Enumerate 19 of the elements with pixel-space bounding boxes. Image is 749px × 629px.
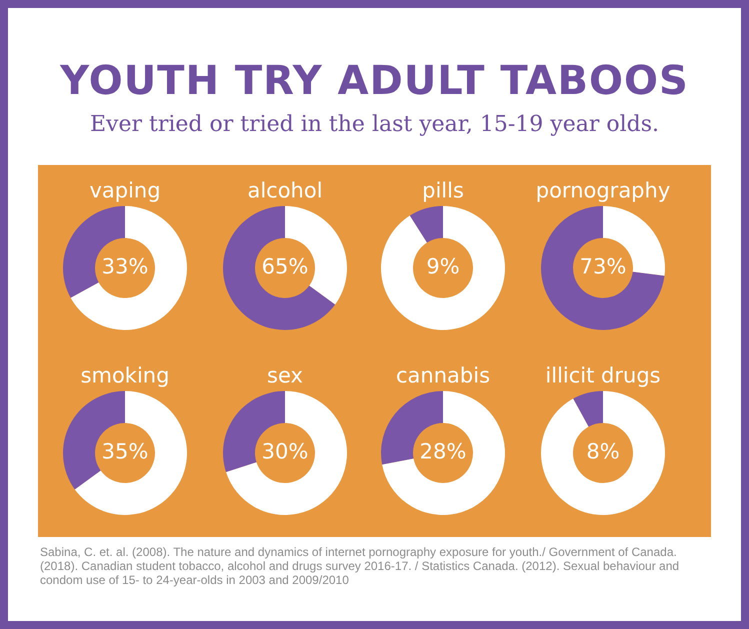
text: 9%: [426, 254, 460, 278]
text: YOUTH TRY ADULT TABOOS: [59, 58, 690, 104]
text: Ever tried or tried in the last year, 15-19 year olds.: [88, 112, 660, 137]
chart-title: vaping: [89, 178, 161, 202]
text: 33%: [102, 254, 148, 278]
chart-title: illicit drugs: [545, 364, 661, 388]
text: 30%: [262, 440, 308, 464]
chart-title: pills: [422, 178, 464, 202]
text: 35%: [102, 440, 148, 464]
text: 65%: [262, 254, 308, 278]
text: 8%: [586, 440, 620, 464]
chart-title: sex: [267, 364, 303, 388]
text: 73%: [580, 254, 626, 278]
chart-title: alcohol: [247, 178, 323, 202]
chart-title: smoking: [80, 364, 170, 388]
text: Sabina, C. et. al. (2008). The nature and dynamics of internet pornography exposure for youth./ Government of Canada. (2018). Canadian student tobacco, alcohol and drugs survey 2016-17. / Statistics Canada. (2012). Sexual behaviour and condom use of 15- to 24-year-olds in 2003 and 2009/2010: [40, 545, 680, 587]
chart-title: cannabis: [396, 364, 490, 388]
text: 28%: [420, 440, 466, 464]
chart-title: pornography: [536, 178, 670, 202]
